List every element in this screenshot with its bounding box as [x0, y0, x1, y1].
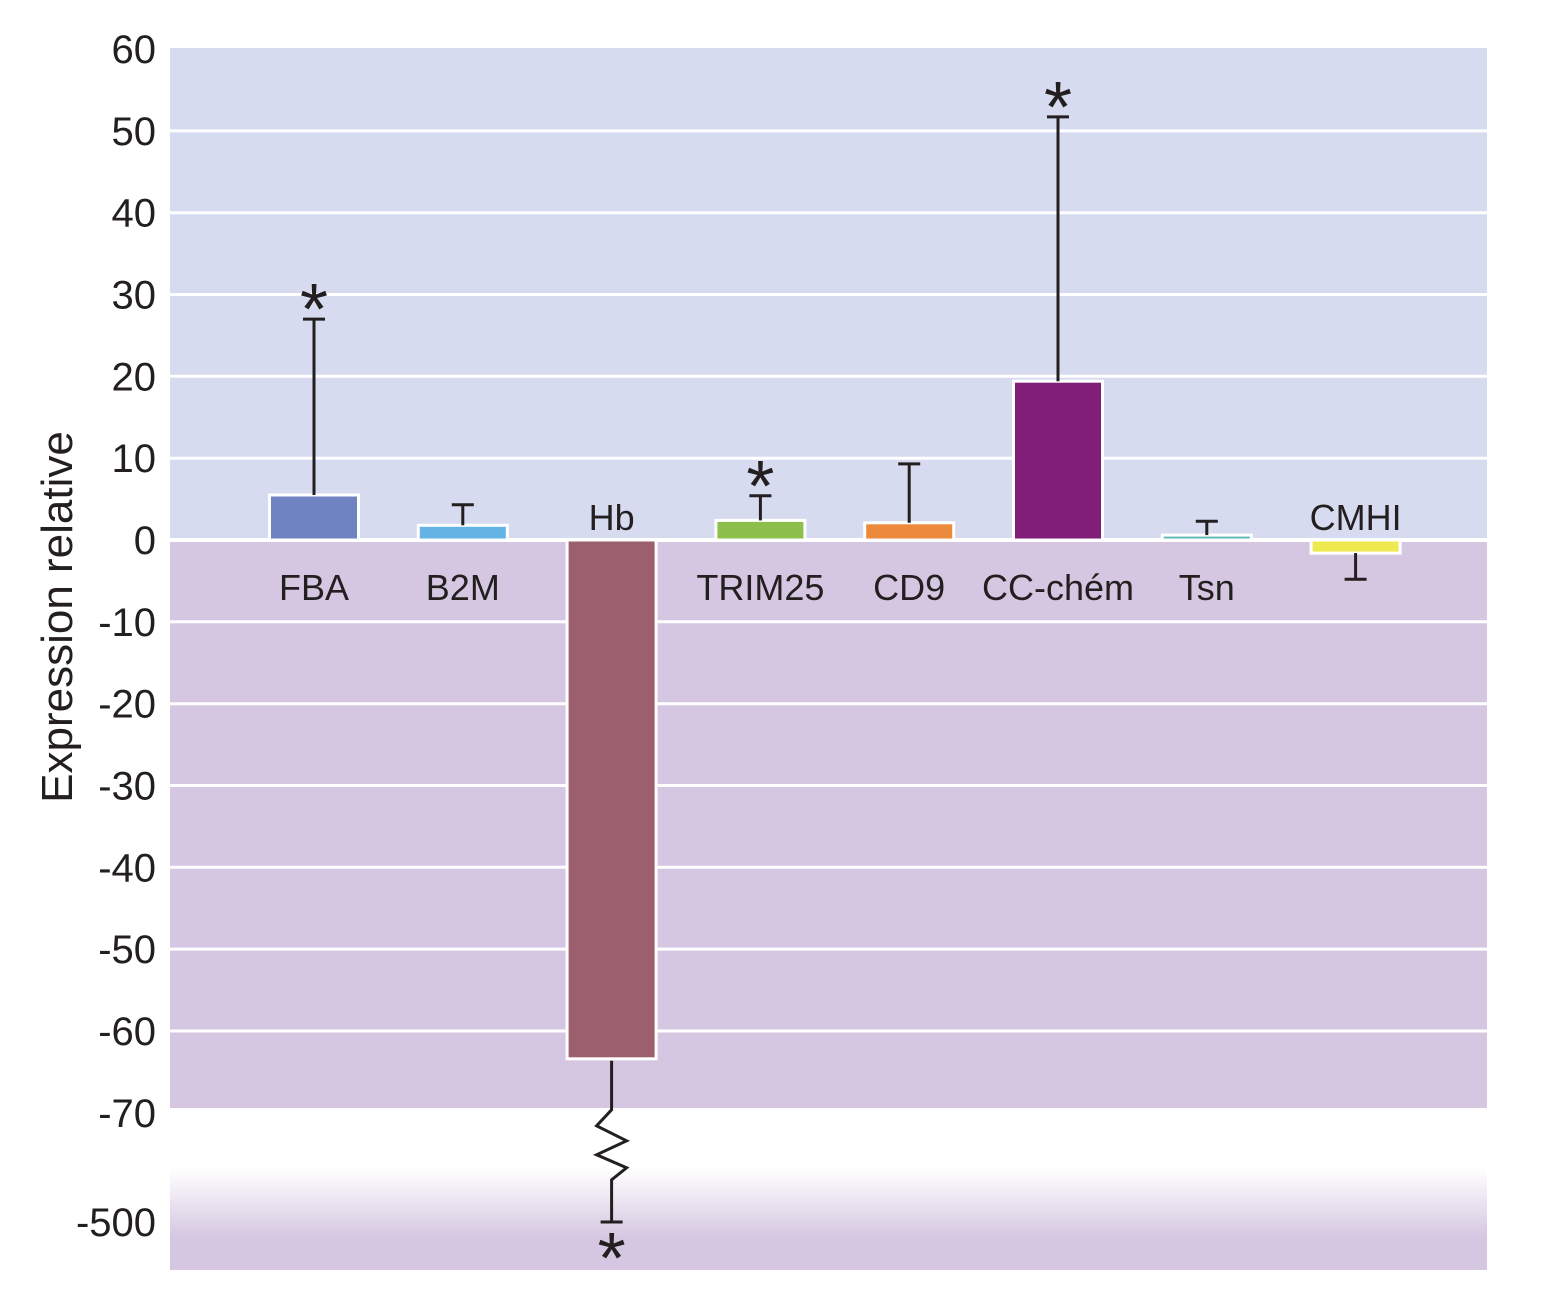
y-axis-label: Expression relative: [33, 431, 82, 803]
y-tick-label-minus-500: -500: [76, 1201, 156, 1245]
category-label-cd9: CD9: [873, 567, 945, 608]
bar-hb: [565, 538, 658, 1061]
y-tick-label-30: 30: [112, 274, 157, 318]
category-label-trim25: TRIM25: [696, 567, 824, 608]
significance-markers: * * * *: [300, 68, 1072, 1299]
y-tick-label-40: 40: [112, 192, 157, 236]
y-tick-label-50: 50: [112, 110, 157, 154]
error-bar-cc-chem: [1047, 115, 1069, 382]
y-tick-label-10: 10: [112, 437, 157, 481]
error-bar-cd9: [898, 462, 921, 523]
y-axis-ticks: 60 50 40 30 20 10 0 -10 -20 -30 -40 -50 -60 -70 -500: [76, 28, 156, 1245]
category-label-b2m: B2M: [426, 567, 500, 608]
error-bar-b2m: [451, 503, 474, 526]
error-bar-cmhi: [1344, 553, 1367, 581]
y-tick-label-minus-70: -70: [98, 1092, 156, 1136]
category-label-cc-chem: CC-chém: [982, 567, 1134, 608]
y-tick-label-minus-20: -20: [98, 683, 156, 727]
y-tick-label-minus-40: -40: [98, 846, 156, 890]
error-bar-tsn: [1195, 519, 1218, 536]
bar-cd9: [863, 521, 956, 542]
y-tick-label-minus-60: -60: [98, 1010, 156, 1054]
negative-region: [170, 540, 1487, 1108]
plot-background: [170, 48, 1487, 1270]
bars: [268, 379, 1402, 1061]
error-line-hb: [592, 1060, 631, 1222]
category-label-tsn: Tsn: [1179, 567, 1235, 608]
error-bars: [303, 115, 1367, 1224]
category-labels: FBA B2M Hb TRIM25 CD9 CC-chém Tsn CMHI: [279, 497, 1402, 608]
error-bar-fba: [303, 317, 325, 495]
y-tick-label-20: 20: [112, 355, 157, 399]
bar-fba: [268, 493, 360, 542]
bar-tsn: [1160, 533, 1253, 542]
error-bar-trim25: [749, 494, 772, 521]
bar-b2m: [416, 523, 509, 542]
y-tick-label-0: 0: [134, 519, 156, 563]
bar-cmhi: [1309, 538, 1402, 555]
y-tick-label-60: 60: [112, 28, 157, 72]
gridlines: [170, 129, 1487, 1033]
significance-marker-trim25: *: [746, 447, 774, 527]
error-bar-hb: [592, 1060, 631, 1224]
category-label-cmhi: CMHI: [1310, 497, 1402, 538]
axis-break-region: [170, 1168, 1487, 1270]
bar-cc-chem: [1012, 379, 1104, 542]
y-tick-label-minus-10: -10: [98, 601, 156, 645]
significance-marker-hb: *: [598, 1219, 626, 1299]
category-label-hb: Hb: [589, 497, 635, 538]
y-tick-label-minus-50: -50: [98, 928, 156, 972]
significance-marker-fba: *: [300, 270, 328, 350]
y-tick-label-minus-30: -30: [98, 765, 156, 809]
significance-marker-cc-chem: *: [1044, 68, 1072, 148]
category-label-fba: FBA: [279, 567, 349, 608]
